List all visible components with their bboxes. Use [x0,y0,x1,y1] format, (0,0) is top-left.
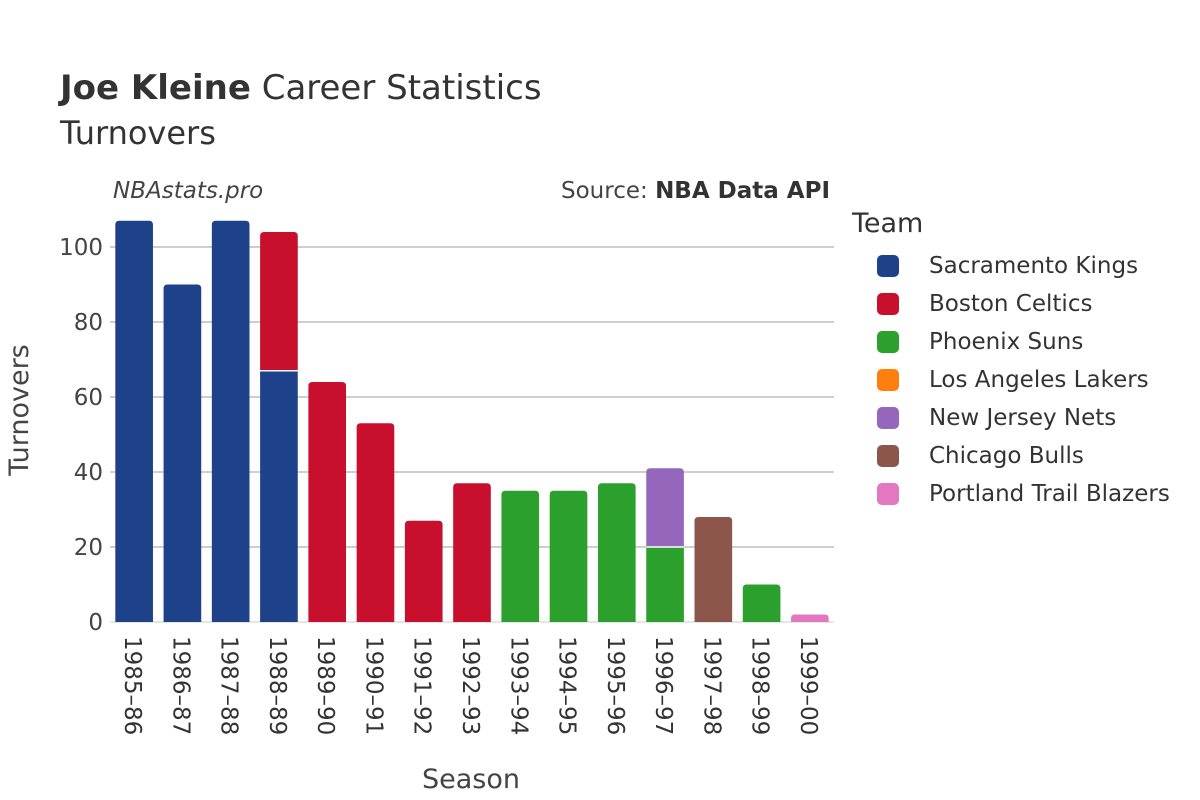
source-label: Source: NBA Data API [561,178,830,204]
bar-segment[interactable] [597,483,636,622]
bar-segment[interactable] [646,468,684,547]
y-tick-label: 20 [74,535,103,561]
legend-item[interactable]: New Jersey Nets [852,399,1170,437]
legend-title: Team [852,208,924,239]
x-tick-label: 1999–00 [795,636,821,735]
x-axis-ticks: 1985–86 1986–87 1987–88 1988–89 1989–90 1990–… [119,636,821,735]
legend-item[interactable]: Chicago Bulls [852,437,1170,475]
bar-segment[interactable] [549,490,588,622]
legend-items: Sacramento Kings Boston Celtics Phoenix Su… [852,247,1170,513]
x-tick-label: 1994–95 [554,636,580,735]
bar-segment[interactable] [453,483,491,622]
x-tick-label: 1993–94 [505,636,531,735]
y-tick-label: 40 [74,460,103,486]
x-tick-label: 1991–92 [409,636,435,735]
legend-label: Sacramento Kings [929,253,1139,279]
legend-swatch [877,445,899,467]
bar-segment[interactable] [646,547,684,622]
title-rest: Career Statistics [261,68,542,108]
bar-segment[interactable] [501,490,540,622]
legend-item[interactable]: Portland Trail Blazers [852,475,1170,513]
y-tick-label: 80 [74,310,103,336]
legend-swatch [877,293,899,315]
y-tick-label: 60 [74,385,103,411]
bar-segment[interactable] [260,232,298,371]
y-tick-label: 100 [59,235,103,261]
title-line: Joe Kleine Career Statistics [60,68,542,108]
player-name: Joe Kleine [60,68,251,108]
y-axis-label: Turnovers [4,344,35,477]
legend-item[interactable]: Phoenix Suns [852,323,1170,361]
legend-swatch [877,407,899,429]
x-tick-label: 1995–96 [602,636,628,735]
legend-item[interactable]: Boston Celtics [852,285,1170,323]
x-tick-label: 1997–98 [698,636,724,735]
chart-title: Joe Kleine Career Statistics Turnovers [60,68,542,153]
x-tick-label: 1998–99 [747,636,773,735]
bar-segment[interactable] [115,220,153,622]
x-tick-label: 1992–93 [457,636,483,735]
source-name: NBA Data API [655,178,830,204]
legend-swatch [877,483,899,505]
bar-segment[interactable] [404,520,443,622]
bar-segment[interactable] [356,423,395,622]
source-prefix: Source: [561,178,656,204]
x-tick-label: 1989–90 [312,636,338,735]
bar-segment[interactable] [163,284,202,623]
legend-swatch [877,331,899,353]
bar-segment[interactable] [694,517,733,622]
legend-label: Portland Trail Blazers [929,481,1170,507]
x-axis-label: Season [422,764,520,795]
x-tick-label: 1987–88 [216,636,242,735]
legend-label: Boston Celtics [929,291,1093,317]
bar-segment[interactable] [260,370,298,622]
x-tick-label: 1990–91 [360,636,386,735]
bar-segment[interactable] [211,220,250,622]
legend-label: Los Angeles Lakers [929,367,1149,393]
bar-segment[interactable] [742,584,781,623]
legend-swatch [877,369,899,391]
chart-subtitle: Turnovers [60,114,216,152]
y-tick-label: 0 [88,610,103,636]
x-tick-label: 1996–97 [650,636,676,735]
legend-label: Phoenix Suns [929,329,1084,355]
legend-label: New Jersey Nets [929,405,1117,431]
bar-segment[interactable] [791,614,829,623]
watermark: NBAstats.pro [113,178,264,204]
bar-segment[interactable] [308,382,347,622]
legend: Team Sacramento Kings Boston Celtics Phoen… [852,208,1170,513]
legend-item[interactable]: Los Angeles Lakers [852,361,1170,399]
x-tick-label: 1986–87 [167,636,193,735]
legend-label: Chicago Bulls [929,443,1084,469]
legend-item[interactable]: Sacramento Kings [852,247,1170,285]
y-axis-ticks: 0 20 40 60 80 100 [59,235,103,636]
legend-swatch [877,255,899,277]
bars [115,220,829,623]
x-tick-label: 1988–89 [264,636,290,735]
x-tick-label: 1985–86 [119,636,145,735]
